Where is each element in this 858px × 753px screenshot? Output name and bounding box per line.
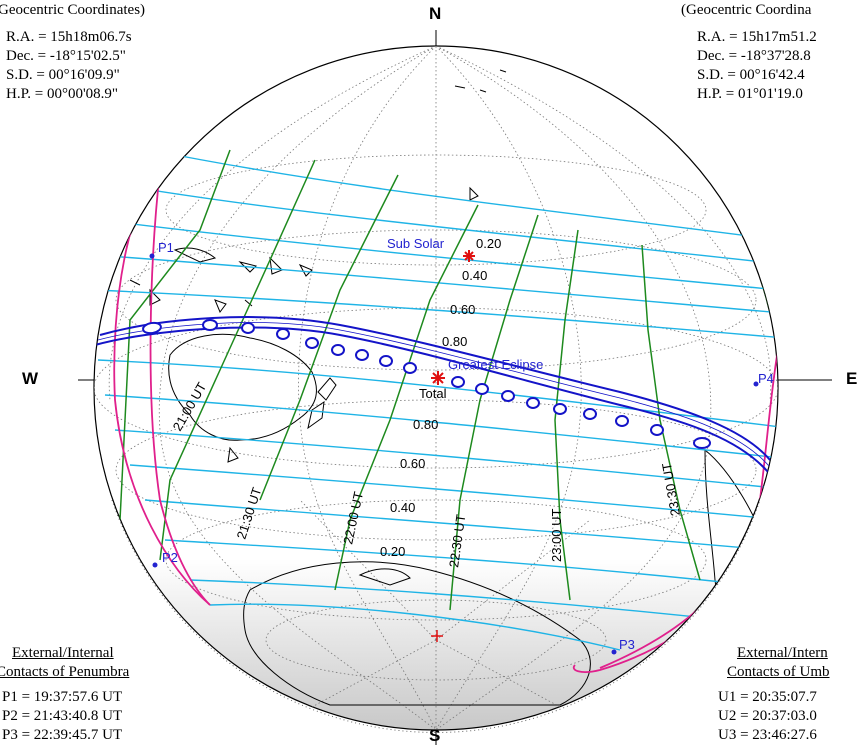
- compass-west: W: [22, 369, 39, 388]
- umbra-ellipses: [142, 319, 711, 449]
- mag-label-s-080: 0.80: [413, 417, 438, 432]
- mag-label-s-020: 0.20: [380, 544, 405, 559]
- mag-label-s-060: 0.60: [400, 456, 425, 471]
- p3-label: P3: [619, 637, 635, 652]
- p4-dot: [753, 381, 759, 387]
- greatest-eclipse-label: Greatest Eclipse: [448, 357, 543, 372]
- sun-ra: R.A. = 15h17m51.2: [697, 29, 817, 45]
- greatest-eclipse-marker: [431, 371, 445, 385]
- p3-dot: [611, 649, 617, 655]
- total-label: Total: [419, 386, 447, 401]
- mag-label-n-080: 0.80: [442, 334, 467, 349]
- magnitude-lines: [94, 149, 778, 651]
- sun-hp: H.P. = 01°01'19.0: [697, 86, 803, 102]
- moon-sd: S.D. = 00°16'09.9": [6, 67, 120, 83]
- penumbra-title-2: Contacts of Penumbra: [0, 664, 130, 680]
- sub-solar-label: Sub Solar: [387, 236, 445, 251]
- mag-label-n-060: 0.60: [450, 302, 475, 317]
- p2-label: P2: [162, 550, 178, 565]
- contact-p2: P2 = 21:43:40.8 UT: [2, 708, 123, 724]
- moon-coordinates-panel: Geocentric Coordinates) R.A. = 15h18m06.…: [0, 1, 145, 104]
- time-label-2230: 22:30 UT: [446, 513, 468, 568]
- umbra-title-1: External/Intern: [737, 645, 828, 661]
- sun-panel-title: (Geocentric Coordina: [681, 2, 812, 18]
- contact-u3: U3 = 23:46:27.6: [718, 727, 817, 743]
- time-label-2300: 23:00 UT: [549, 508, 564, 562]
- p1-label: P1: [158, 240, 174, 255]
- penumbra-contacts-panel: External/Internal Contacts of Penumbra P…: [0, 644, 129, 745]
- sun-coordinates-panel: (Geocentric Coordina R.A. = 15h17m51.2 D…: [681, 1, 817, 104]
- mag-label-n-020: 0.20: [476, 236, 501, 251]
- mag-label-s-040: 0.40: [390, 500, 415, 515]
- mag-label-n-040: 0.40: [462, 268, 487, 283]
- sun-dec: Dec. = -18°37'28.8: [697, 48, 811, 64]
- compass-south: S: [429, 726, 441, 745]
- contact-u1: U1 = 20:35:07.7: [718, 689, 817, 705]
- umbra-contacts-panel: External/Intern Contacts of Umb U1 = 20:…: [718, 644, 830, 745]
- moon-hp: H.P. = 00°00'08.9": [6, 86, 119, 102]
- p2-dot: [152, 562, 158, 568]
- compass-north: N: [429, 4, 442, 23]
- moon-panel-title: Geocentric Coordinates): [0, 2, 146, 18]
- sub-solar-marker: [463, 250, 475, 262]
- umbra-title-2: Contacts of Umb: [727, 664, 830, 680]
- penumbra-title-1: External/Internal: [12, 645, 114, 661]
- moon-dec: Dec. = -18°15'02.5": [6, 48, 126, 64]
- p4-label: P4: [758, 371, 774, 386]
- moon-ra: R.A. = 15h18m06.7s: [6, 29, 132, 45]
- compass-east: E: [846, 369, 858, 388]
- sun-sd: S.D. = 00°16'42.4: [697, 67, 805, 83]
- contact-u2: U2 = 20:37:03.0: [718, 708, 817, 724]
- p1-dot: [149, 253, 155, 259]
- contact-p1: P1 = 19:37:57.6 UT: [2, 689, 123, 705]
- south-pole-marker: [431, 630, 443, 642]
- contact-p3: P3 = 22:39:45.7 UT: [2, 727, 123, 743]
